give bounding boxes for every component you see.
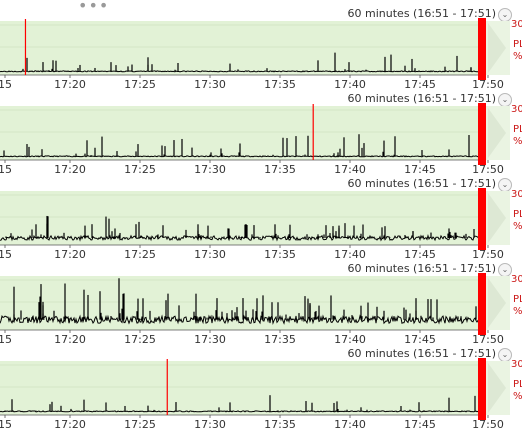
- x-tick-label: 17:50: [472, 78, 504, 91]
- x-tick-label: 17:30: [194, 78, 226, 91]
- plot-area: [0, 106, 478, 160]
- time-range-label: 60 minutes (16:51 - 17:51): [347, 347, 496, 360]
- y-axis-unit-label: PL: [513, 379, 522, 390]
- x-tick-label: 17:40: [334, 248, 366, 261]
- more-icon[interactable]: •••: [78, 0, 110, 15]
- packet-loss-chart: 15 17:20 17:25 17:30 17:35 17:40 17:45 17:50: [0, 273, 510, 346]
- x-tick-label: 17:40: [334, 418, 366, 431]
- current-time-marker: [478, 188, 486, 250]
- scroll-right-icon: [488, 193, 506, 243]
- x-tick-label: 17:25: [124, 78, 156, 91]
- x-tick-label: 17:35: [264, 78, 296, 91]
- x-tick-label: 17:25: [124, 163, 156, 176]
- scroll-right-icon: [488, 23, 506, 73]
- y-axis-max-label: 30: [511, 19, 522, 30]
- x-tick-label: 17:20: [54, 333, 86, 346]
- x-tick-label: 17:35: [264, 418, 296, 431]
- x-tick-label: 17:40: [334, 78, 366, 91]
- scroll-right-icon: [488, 108, 506, 158]
- y-axis-unit-label: PL: [513, 294, 522, 305]
- x-tick-label: 17:30: [194, 333, 226, 346]
- x-tick-label: 17:50: [472, 418, 504, 431]
- scroll-right-icon: [488, 278, 506, 328]
- plot-area: [0, 21, 478, 75]
- x-tick-label: 15: [0, 333, 12, 346]
- time-range-label: 60 minutes (16:51 - 17:51): [347, 7, 496, 20]
- x-tick-label: 17:25: [124, 248, 156, 261]
- current-time-marker: [478, 273, 486, 335]
- y-axis-unit-label: PL: [513, 39, 522, 50]
- x-tick-label: 17:45: [404, 78, 436, 91]
- current-time-marker: [478, 358, 486, 420]
- chevron-down-icon[interactable]: ⌄: [498, 8, 512, 22]
- graph-panel: 60 minutes (16:51 - 17:51) ⌄ 15 17:20 17:25 1…: [0, 7, 522, 92]
- trace-line: [0, 314, 481, 326]
- y-axis-unit-label: %: [513, 51, 522, 62]
- x-tick-label: 17:50: [472, 333, 504, 346]
- x-tick-label: 15: [0, 78, 12, 91]
- x-tick-label: 17:50: [472, 163, 504, 176]
- x-tick-label: 17:30: [194, 163, 226, 176]
- y-axis-max-label: 30: [511, 359, 522, 370]
- x-tick-label: 17:45: [404, 163, 436, 176]
- plot-area: [0, 361, 478, 415]
- current-time-marker: [478, 18, 486, 80]
- y-axis-max-label: 30: [511, 189, 522, 200]
- y-axis-max-label: 30: [511, 104, 522, 115]
- x-tick-label: 17:35: [264, 163, 296, 176]
- x-tick-label: 17:20: [54, 418, 86, 431]
- x-tick-label: 17:30: [194, 418, 226, 431]
- x-tick-label: 17:30: [194, 248, 226, 261]
- packet-loss-chart: 15 17:20 17:25 17:30 17:35 17:40 17:45 17:50: [0, 188, 510, 261]
- x-tick-label: 17:40: [334, 333, 366, 346]
- y-axis-unit-label: %: [513, 221, 522, 232]
- chevron-down-icon[interactable]: ⌄: [498, 178, 512, 192]
- y-axis-unit-label: %: [513, 136, 522, 147]
- time-range-label: 60 minutes (16:51 - 17:51): [347, 92, 496, 105]
- x-tick-label: 17:45: [404, 248, 436, 261]
- x-tick-label: 17:45: [404, 333, 436, 346]
- x-tick-label: 15: [0, 248, 12, 261]
- graph-panel: 60 minutes (16:51 - 17:51) ⌄ 15 17:20 17:25 1…: [0, 177, 522, 262]
- packet-loss-chart: 15 17:20 17:25 17:30 17:35 17:40 17:45 17:50: [0, 103, 510, 176]
- packet-loss-chart: 15 17:20 17:25 17:30 17:35 17:40 17:45 17:50: [0, 358, 510, 431]
- y-axis-unit-label: PL: [513, 209, 522, 220]
- scroll-right-icon: [488, 363, 506, 413]
- graph-panel: 60 minutes (16:51 - 17:51) ⌄ 15 17:20 17:25 1…: [0, 92, 522, 177]
- x-tick-label: 17:25: [124, 333, 156, 346]
- y-axis-unit-label: PL: [513, 124, 522, 135]
- x-tick-label: 17:50: [472, 248, 504, 261]
- y-axis-max-label: 30: [511, 274, 522, 285]
- y-axis-unit-label: %: [513, 306, 522, 317]
- time-range-label: 60 minutes (16:51 - 17:51): [347, 262, 496, 275]
- x-tick-label: 17:35: [264, 248, 296, 261]
- packet-loss-chart: 15 17:20 17:25 17:30 17:35 17:40 17:45 17:50: [0, 18, 510, 91]
- x-tick-label: 15: [0, 163, 12, 176]
- x-tick-label: 17:45: [404, 418, 436, 431]
- x-tick-label: 17:20: [54, 78, 86, 91]
- x-tick-label: 17:35: [264, 333, 296, 346]
- x-tick-label: 17:20: [54, 163, 86, 176]
- current-time-marker: [478, 103, 486, 165]
- graph-panel: 60 minutes (16:51 - 17:51) ⌄ 15 17:20 17:25 1…: [0, 347, 522, 432]
- x-tick-label: 17:40: [334, 163, 366, 176]
- x-tick-label: 17:20: [54, 248, 86, 261]
- trace-line: [0, 410, 481, 413]
- graph-panel: 60 minutes (16:51 - 17:51) ⌄ 15 17:20 17:25 1…: [0, 262, 522, 347]
- x-tick-label: 17:25: [124, 418, 156, 431]
- x-tick-label: 15: [0, 418, 12, 431]
- y-axis-unit-label: %: [513, 391, 522, 402]
- time-range-label: 60 minutes (16:51 - 17:51): [347, 177, 496, 190]
